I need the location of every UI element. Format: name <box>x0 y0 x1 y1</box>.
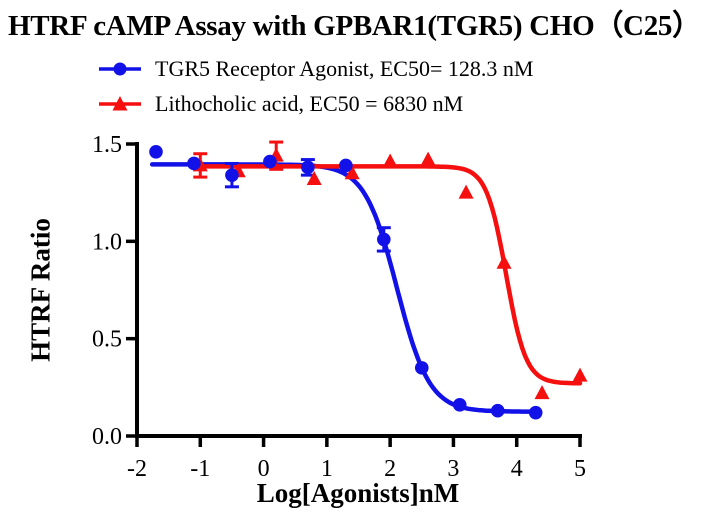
legend-marker <box>112 95 128 110</box>
x-tick-label: 4 <box>511 456 523 482</box>
legend-item-label: Lithocholic acid, EC50 = 6830 nM <box>155 90 464 116</box>
legend-item-label: TGR5 Receptor Agonist, EC50= 128.3 nM <box>155 55 534 81</box>
data-point-circle <box>414 361 429 375</box>
chart-title: HTRF cAMP Assay with GPBAR1(TGR5) CHO（C2… <box>8 10 701 42</box>
data-point-triangle <box>572 367 588 382</box>
y-tick-label: 0.0 <box>92 424 122 450</box>
triangle-icon <box>99 95 141 110</box>
data-point-circle <box>339 158 353 173</box>
data-point-circle <box>149 144 163 159</box>
data-point-circle <box>187 156 201 171</box>
x-tick-label: 1 <box>321 456 333 482</box>
y-tick-label: 1.0 <box>92 229 122 255</box>
x-axis-label: Log[Agonists]nM <box>256 478 460 508</box>
data-point-circle <box>225 168 239 182</box>
data-point-triangle <box>420 151 436 166</box>
y-tick-label: 0.5 <box>92 327 122 353</box>
circle-icon <box>99 62 141 75</box>
fit-curve-1 <box>188 164 583 386</box>
fit-curve-0 <box>149 162 542 414</box>
data-point-circle <box>452 398 467 412</box>
data-point-circle <box>528 405 543 420</box>
x-tick-label: -2 <box>127 456 147 482</box>
data-point-triangle <box>344 165 360 180</box>
data-point-triangle <box>496 254 512 269</box>
x-tick-label: -1 <box>190 456 210 482</box>
legend-item-0: TGR5 Receptor Agonist, EC50= 128.3 nM <box>97 53 533 84</box>
legend-marker <box>113 62 127 75</box>
x-tick-label: 5 <box>574 456 586 482</box>
data-point-triangle <box>534 385 550 400</box>
data-point-circle <box>377 232 391 247</box>
data-point-circle <box>301 160 315 175</box>
legend-item-1: Lithocholic acid, EC50 = 6830 nM <box>97 88 533 119</box>
legend: TGR5 Receptor Agonist, EC50= 128.3 nM Lit… <box>97 53 533 119</box>
data-point-triangle <box>458 184 474 199</box>
x-tick-label: 0 <box>258 456 270 482</box>
data-point-triangle <box>382 153 398 168</box>
data-point-circle <box>263 154 277 169</box>
x-tick-label: 3 <box>447 456 459 482</box>
y-tick-label: 1.5 <box>92 132 122 158</box>
data-point-triangle <box>306 171 322 186</box>
data-point-circle <box>490 403 505 418</box>
x-tick-label: 2 <box>384 456 396 482</box>
